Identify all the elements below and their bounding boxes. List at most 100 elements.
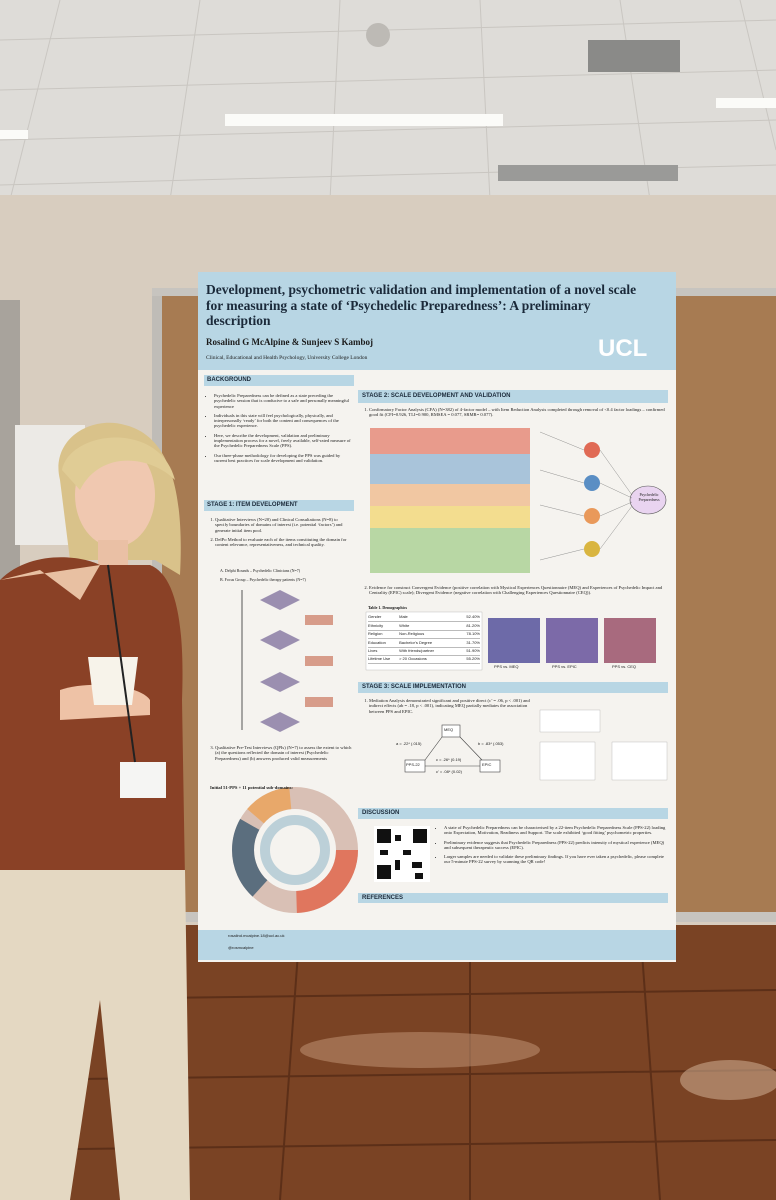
list-item: DelPo Method to evaluate each of the ite…	[215, 537, 352, 548]
section-body: Psychedelic Preparedness can be defined …	[206, 393, 352, 467]
mediation-boxes	[404, 724, 501, 773]
heatmap	[488, 618, 540, 663]
heatmap-label: PPS vs. EPIC	[552, 664, 577, 669]
section-body: Qualitative Interviews (N=20) and Clinic…	[206, 517, 352, 551]
ceiling-light	[225, 114, 503, 126]
heatmap-label: PPS vs. CEQ	[612, 664, 637, 669]
ceiling-light	[716, 98, 776, 108]
mediation-arrows	[424, 736, 483, 767]
subdomain-donut	[232, 787, 358, 913]
table-cell: Lives	[368, 647, 378, 653]
bullet: Larger samples are needed to validate th…	[444, 854, 666, 865]
table-cell: 81.20%	[466, 622, 480, 628]
name-badge	[120, 762, 166, 798]
section-heading: STAGE 2: SCALE DEVELOPMENT AND VALIDATIO…	[362, 393, 511, 399]
bullet: A state of Psychedelic Preparedness can …	[444, 825, 666, 836]
section-body: Qualitative Pre-Test Interviews (QPIs) (…	[206, 745, 352, 765]
list-item: Qualitative Interviews (N=20) and Clinic…	[215, 517, 352, 533]
list-item: Evidence for construct Convergent Eviden…	[369, 585, 665, 596]
section-body: Mediation Analysis demonstrated signific…	[360, 698, 530, 718]
poster-authors: Rosalind G McAlpine & Sunjeev S Kamboj	[206, 337, 374, 347]
list-item: Qualitative Pre-Test Interviews (QPIs) (…	[215, 745, 352, 761]
cfa-circles	[584, 442, 667, 557]
vent	[498, 165, 678, 181]
speaker	[366, 23, 390, 47]
node-label: EPIC	[482, 762, 492, 767]
bullet: Preliminary evidence suggests that Psych…	[444, 840, 666, 851]
table-cell: Bachelor’s Degree	[399, 639, 433, 645]
bullet: Here, we describe the development, valid…	[214, 433, 352, 449]
table-cell: Ethnicity	[368, 622, 384, 628]
stats-table	[539, 709, 601, 733]
section-body: Evidence for construct Convergent Eviden…	[360, 585, 665, 600]
floor-reflection	[300, 1032, 540, 1068]
poster-footer	[198, 930, 676, 960]
cfa-paths	[539, 431, 633, 561]
section-body: Confirmatory Factor Analysis (CFA) (N=38…	[360, 407, 665, 422]
list-item: Confirmatory Factor Analysis (CFA) (N=38…	[369, 407, 665, 418]
node-label: PPS-22	[406, 762, 420, 767]
delphi-diamonds	[260, 590, 300, 732]
section-body: A state of Psychedelic Preparedness can …	[436, 825, 666, 869]
table-cell: 78.10%	[466, 631, 480, 637]
ceiling-grid	[0, 0, 776, 201]
section-heading: REFERENCES	[362, 895, 404, 901]
table-cell: With friends/partner	[399, 647, 435, 653]
diagram-label: B. Focus Group – Psychedelic therapy pat…	[220, 577, 306, 582]
factor-node-label: Psychedelic Preparedness	[638, 492, 660, 502]
diagram-label: A. Delphi Rounds – Psychedelic Clinician…	[220, 568, 301, 573]
table-row: Ethnicity White 81.20%	[368, 622, 480, 631]
table-cell: Male	[399, 614, 408, 620]
table-row: Education Bachelor’s Degree 31.70%	[368, 639, 480, 648]
path-label: a = .22* (.015)	[396, 741, 422, 746]
table-cell: 55.20%	[466, 656, 480, 662]
table-row: Gender Male 52.40%	[368, 614, 480, 623]
logo: UCL	[598, 335, 648, 362]
table-title: Table 1. Demographics	[368, 605, 408, 610]
poster-title: Development, psychometric validation and…	[206, 282, 637, 329]
path-label: b = .83* (.053)	[478, 741, 504, 746]
section-heading: STAGE 1: ITEM DEVELOPMENT	[207, 502, 298, 508]
node-label: MEQ	[444, 727, 454, 732]
email: rosalind.mcalpine.18@ucl.ac.uk	[228, 933, 285, 938]
donut-caption: Initial 51-PPS + 11 potential sub-domain…	[210, 785, 293, 790]
table-row: Religion Non-Religious 78.10%	[368, 631, 480, 640]
heatmap	[546, 618, 598, 663]
qr-pattern	[377, 829, 427, 879]
table-cell: Religion	[368, 631, 383, 637]
table-cell: Lifetime Use	[368, 656, 391, 662]
bullet: Psychedelic Preparedness can be defined …	[214, 393, 352, 409]
scatter-plot	[539, 741, 596, 781]
path-label: c = .26* (0.19)	[436, 757, 462, 762]
scatter-plot	[611, 741, 668, 781]
section-bars	[204, 375, 668, 903]
table-cell: 31.70%	[466, 639, 480, 645]
bullet: Individuals in this state will feel psyc…	[214, 413, 352, 429]
table-row: Lifetime Use > 20 Occasions 55.20%	[368, 656, 480, 665]
table-row: Lives With friends/partner 51.90%	[368, 648, 480, 656]
table-cell: White	[399, 622, 410, 628]
table-cell: 51.90%	[466, 647, 480, 653]
focus-group-boxes	[305, 615, 333, 707]
section-heading: DISCUSSION	[362, 810, 400, 816]
cfa-table	[370, 428, 530, 573]
poster-header	[198, 272, 676, 370]
list-item: Mediation Analysis demonstrated signific…	[369, 698, 530, 714]
section-heading: BACKGROUND	[207, 377, 251, 383]
demo-table-body: Gender Male 52.40% Ethnicity White 81.20% Reli…	[368, 614, 480, 665]
bullet: Our three-phase methodology for developi…	[214, 453, 352, 464]
vent	[588, 40, 680, 72]
twitter: @rosmcalpine	[228, 945, 254, 950]
table-cell: Non-Religious	[399, 631, 425, 637]
table-cell: 52.40%	[466, 614, 480, 620]
path-label: c’ = .08* (0.02)	[436, 769, 462, 774]
section-heading: STAGE 3: SCALE IMPLEMENTATION	[362, 684, 467, 690]
ceiling-light	[0, 130, 28, 139]
floor-reflection	[680, 1060, 776, 1100]
heatmap-label: PPS vs. MEQ	[494, 664, 519, 669]
table-cell: Gender	[368, 614, 382, 620]
table-cell: > 20 Occasions	[399, 656, 427, 662]
table-cell: Education	[368, 639, 386, 645]
